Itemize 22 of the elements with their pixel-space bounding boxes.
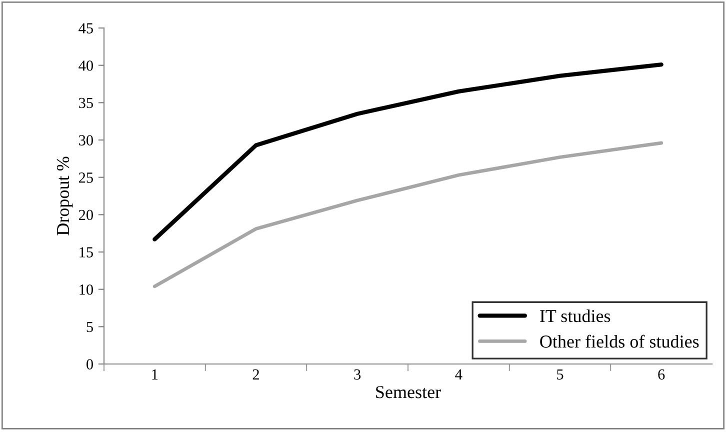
x-tick-label: 3 (354, 369, 361, 380)
x-tick-label: 2 (252, 369, 259, 380)
x-tick-label: 1 (152, 369, 158, 380)
y-tick-label: 20 (78, 210, 93, 220)
y-tick-label: 25 (78, 172, 93, 183)
legend-label: Other fields of studies (540, 334, 699, 348)
y-tick-label: 35 (79, 98, 93, 108)
y-tick-label: 40 (78, 60, 93, 71)
y-tick-label: 10 (80, 284, 93, 295)
x-tick-label: 4 (455, 369, 462, 380)
y-tick-label: 5 (86, 322, 93, 332)
x-axis-title: Semester (376, 386, 441, 398)
y-tick-label: 45 (78, 23, 93, 34)
line-series (152, 62, 664, 242)
y-tick-label: 30 (79, 135, 93, 146)
y-tick-label: 0 (86, 359, 93, 370)
y-axis-title: Dropout % (56, 156, 73, 236)
x-tick-label: 5 (557, 369, 564, 380)
line-series (152, 141, 664, 288)
y-tick-label: 15 (80, 247, 93, 258)
x-tick-label: 6 (658, 369, 665, 380)
legend-label: IT studies (540, 309, 610, 322)
